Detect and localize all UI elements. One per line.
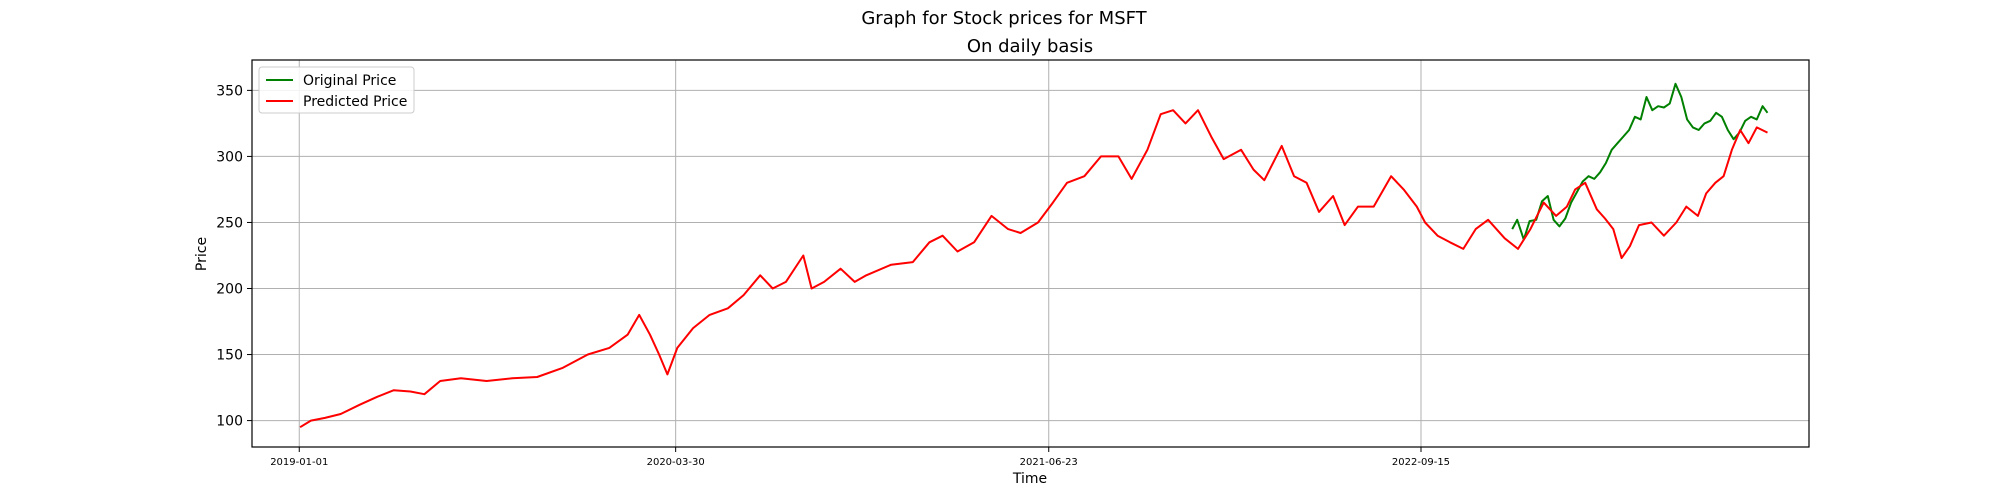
- x-tick-label: 2021-06-23: [1020, 457, 1078, 468]
- legend-label: Original Price: [303, 73, 396, 89]
- legend: Original Price Predicted Price: [258, 66, 415, 114]
- series-line-predicted-price: [299, 109, 1768, 429]
- y-tick-label: 100: [216, 414, 243, 430]
- y-tick-label: 200: [216, 282, 243, 298]
- series-line-original-price: [1511, 82, 1769, 241]
- y-axis-label: Price: [194, 237, 210, 271]
- y-tick-label: 300: [216, 149, 243, 165]
- data-series: [299, 82, 1769, 429]
- figure-suptitle: Graph for Stock prices for MSFT: [861, 8, 1147, 29]
- y-tick-label: 350: [216, 83, 243, 99]
- x-tick-label: 2020-03-30: [647, 457, 705, 468]
- x-tick-label: 2019-01-01: [270, 457, 328, 468]
- x-axis-label: Time: [1012, 471, 1047, 487]
- grid-lines: [252, 60, 1809, 447]
- y-tick-label: 150: [216, 348, 243, 364]
- legend-box: [258, 66, 415, 114]
- y-tick-label: 250: [216, 215, 243, 231]
- x-tick-label: 2022-09-15: [1392, 457, 1450, 468]
- legend-label: Predicted Price: [303, 94, 407, 110]
- plot-area-frame: [251, 59, 1810, 448]
- axis-ticks: 2019-01-01 2020-03-30 2021-06-23 2022-09-15…: [216, 83, 1450, 468]
- chart-title: On daily basis: [967, 36, 1093, 57]
